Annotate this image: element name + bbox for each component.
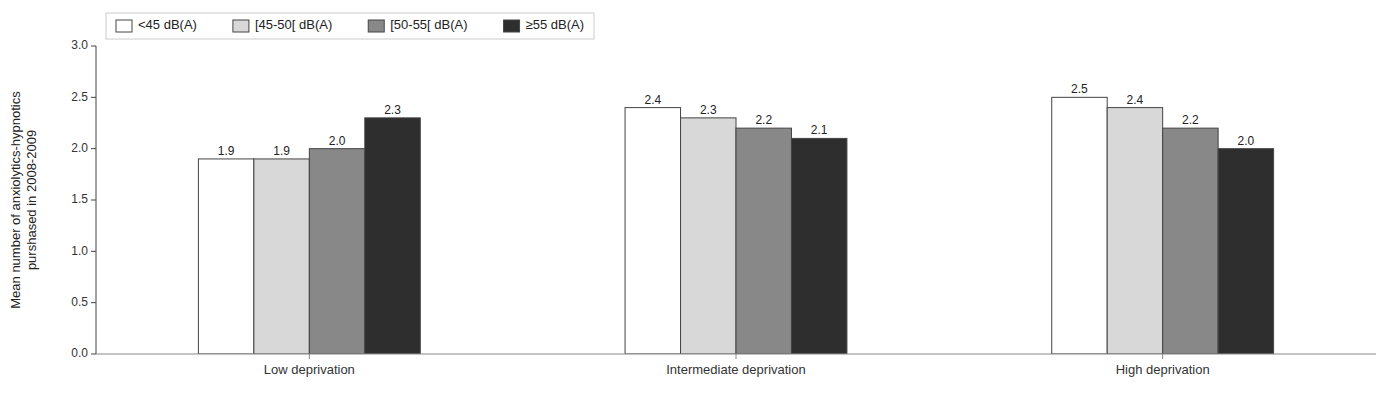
data-label: 1.9 — [273, 144, 290, 158]
legend-item: [45-50[ dB(A) — [233, 17, 332, 32]
bars — [198, 97, 1273, 354]
legend-swatch — [233, 20, 249, 32]
tick-label: Intermediate deprivation — [666, 362, 805, 377]
legend: <45 dB(A) [45-50[ dB(A) [50-55[ dB(A) ≥55 d… — [106, 13, 594, 39]
tick-label: 0.5 — [71, 295, 88, 309]
data-label: 2.4 — [644, 93, 661, 107]
data-label: 2.2 — [755, 113, 772, 127]
bar — [1107, 108, 1162, 354]
legend-item: ≥55 dB(A) — [504, 17, 584, 32]
tick-mark — [736, 354, 737, 359]
legend-item: [50-55[ dB(A) — [368, 17, 467, 32]
tick-mark — [91, 251, 96, 252]
bar — [681, 118, 736, 354]
data-label: 2.3 — [384, 103, 401, 117]
tick-mark — [91, 200, 96, 201]
data-labels: 1.9 2.4 2.5 1.9 2.3 2.4 2.0 2.2 2.2 2.3 2.1 2.0 — [218, 82, 1255, 158]
legend-label: [50-55[ dB(A) — [390, 17, 467, 32]
legend-item: <45 dB(A) — [116, 17, 197, 32]
tick-label: 3.0 — [71, 38, 88, 52]
bar — [309, 149, 364, 354]
bar — [791, 138, 846, 354]
data-label: 2.0 — [329, 134, 346, 148]
bar — [254, 159, 309, 354]
bar — [1163, 128, 1218, 354]
bar — [1218, 149, 1273, 354]
tick-label: 2.5 — [71, 90, 88, 104]
tick-label: 0.0 — [71, 346, 88, 360]
legend-label: <45 dB(A) — [138, 17, 197, 32]
tick-mark — [91, 97, 96, 98]
tick-label: High deprivation — [1116, 362, 1210, 377]
bar — [625, 108, 680, 354]
chart: 1.92.42.51.92.32.42.02.22.22.32.12.00.00… — [0, 0, 1400, 394]
data-label: 1.9 — [218, 144, 235, 158]
bar — [1052, 97, 1107, 354]
data-label: 2.5 — [1071, 82, 1088, 96]
tick-label: 1.0 — [71, 244, 88, 258]
tick-mark — [309, 354, 310, 359]
data-label: 2.0 — [1238, 134, 1255, 148]
legend-swatch — [368, 20, 384, 32]
tick-mark — [91, 354, 96, 355]
legend-swatch — [116, 20, 132, 32]
bar — [736, 128, 791, 354]
legend-label: [45-50[ dB(A) — [255, 17, 332, 32]
tick-mark — [91, 148, 96, 149]
tick-label: Low deprivation — [264, 362, 355, 377]
data-label: 2.3 — [700, 103, 717, 117]
bar — [365, 118, 420, 354]
tick-mark — [91, 302, 96, 303]
data-label: 2.2 — [1182, 113, 1199, 127]
legend-swatch — [504, 20, 520, 32]
tick-mark — [91, 46, 96, 47]
tick-mark — [1162, 354, 1163, 359]
legend-frame — [106, 13, 594, 39]
tick-label: 2.0 — [71, 141, 88, 155]
y-axis: 0.0 0.5 1.0 1.5 2.0 2.5 3.0 — [71, 38, 96, 360]
bar — [198, 159, 253, 354]
data-label: 2.1 — [811, 123, 828, 137]
data-label: 2.4 — [1127, 93, 1144, 107]
x-axis: Low deprivation Intermediate deprivation H… — [96, 354, 1376, 377]
tick-label: 1.5 — [71, 192, 88, 206]
axis-title: Mean number of anxiolytics-hypnoticspurs… — [8, 91, 39, 309]
legend-label: ≥55 dB(A) — [526, 17, 584, 32]
